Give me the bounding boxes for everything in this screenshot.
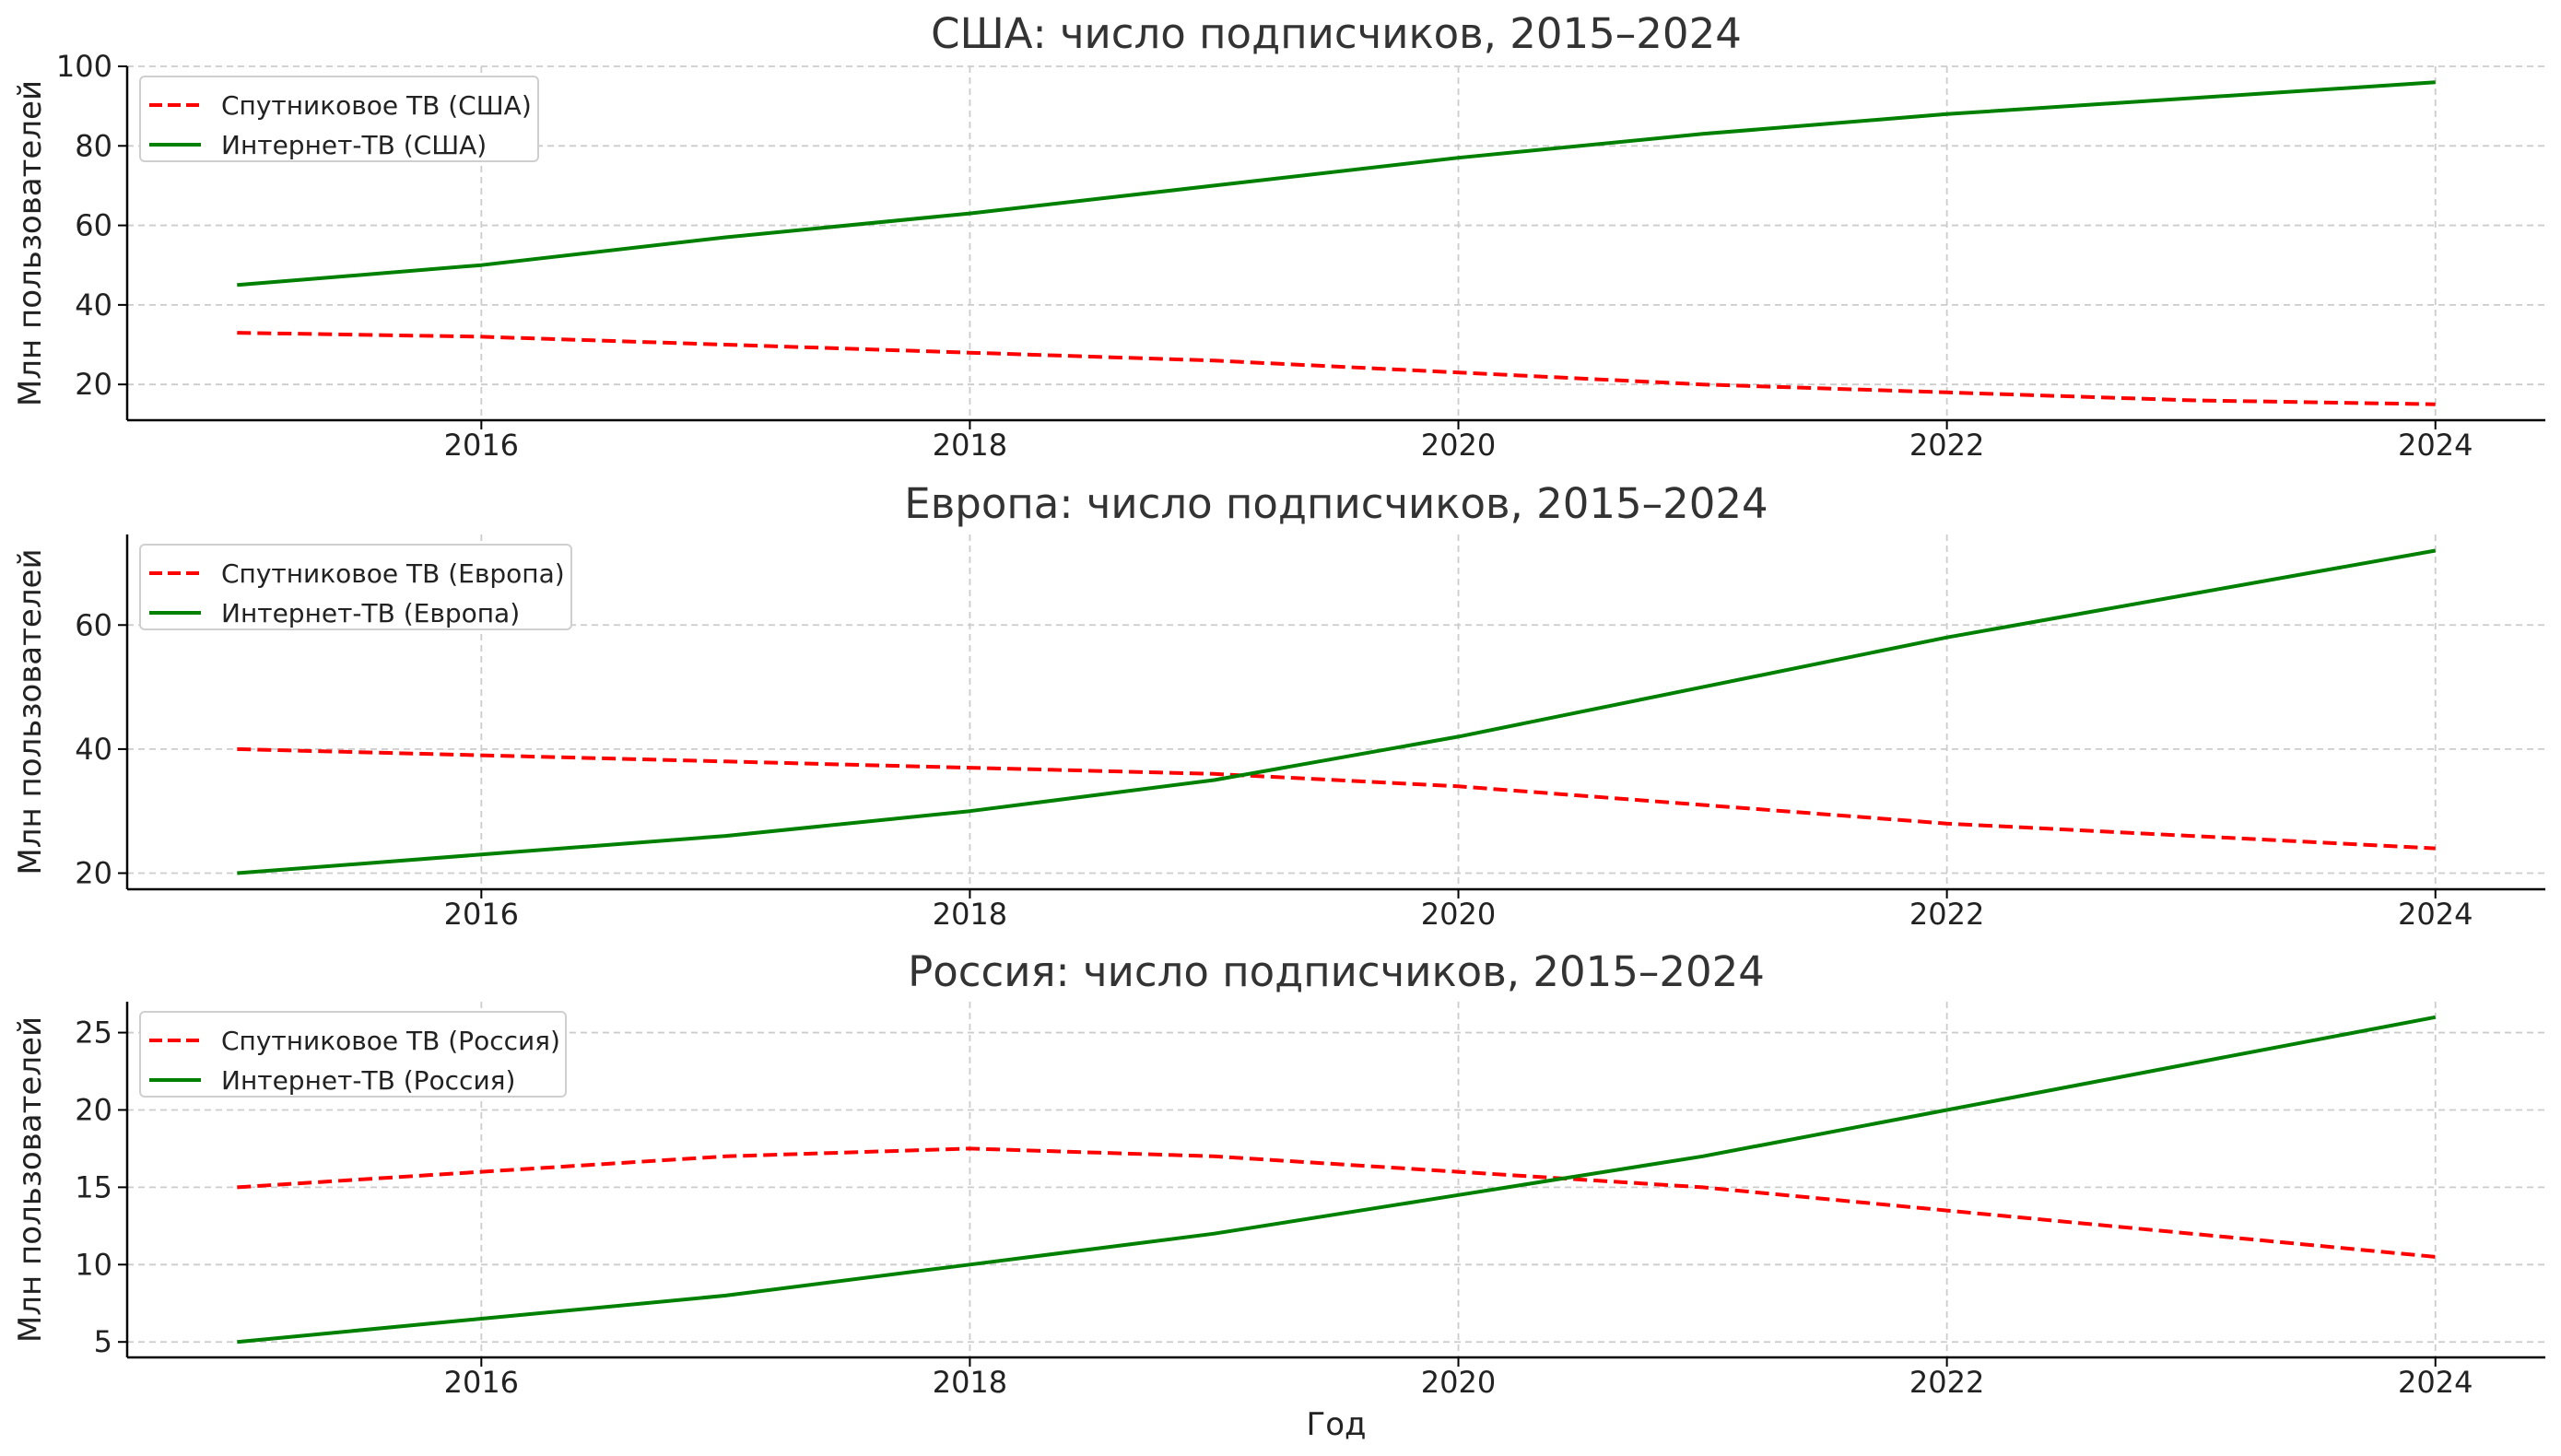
y-tick-label: 20 — [75, 367, 112, 402]
legend-label: Спутниковое ТВ (США) — [221, 90, 532, 121]
x-tick-label: 2022 — [1909, 897, 1984, 932]
panel-2: 2016 2018 2020 2022 2024 20 40 60 Европа: число … — [12, 479, 2545, 932]
x-tick-label: 2024 — [2398, 897, 2473, 932]
x-tick-label: 2024 — [2398, 428, 2473, 463]
x-tick-label: 2022 — [1909, 428, 1984, 463]
chart-title: Европа: число подписчиков, 2015–2024 — [904, 479, 1768, 528]
series-line-2 — [237, 1015, 2437, 1344]
x-tick-label: 2018 — [933, 428, 1007, 463]
x-axis-label: Год — [1306, 1406, 1366, 1443]
panel-3: 2016 2018 2020 2022 2024 5 10 15 20 25 Россия: чис… — [12, 947, 2545, 1443]
legend-box — [139, 544, 572, 630]
legend-label: Спутниковое ТВ (Россия) — [221, 1026, 560, 1056]
legend: Спутниковое ТВ (Россия) Интернет-ТВ (Росс… — [139, 1011, 567, 1098]
legend-label: Интернет-ТВ (Европа) — [221, 598, 520, 628]
x-tick-label: 2020 — [1421, 428, 1496, 463]
panel-1: 2016 2018 2020 2022 2024 20 40 60 80 100 США: числ… — [12, 9, 2545, 463]
chart-title: Россия: число подписчиков, 2015–2024 — [908, 947, 1765, 996]
x-tick-label: 2016 — [444, 1365, 519, 1400]
legend-box — [139, 76, 539, 162]
series-line-1 — [237, 1146, 2436, 1259]
x-tick-label: 2020 — [1421, 897, 1496, 932]
x-tick-label: 2020 — [1421, 1365, 1496, 1400]
series-line-2 — [237, 548, 2437, 875]
x-tick-label: 2024 — [2398, 1365, 2473, 1400]
y-axis-label: Млн пользователей — [12, 548, 49, 875]
y-tick-label: 40 — [75, 288, 112, 323]
chart-title: США: число подписчиков, 2015–2024 — [931, 9, 1742, 58]
legend-box — [139, 1011, 567, 1098]
y-tick-label: 80 — [75, 128, 112, 163]
y-tick-label: 60 — [75, 208, 112, 243]
x-tick-label: 2018 — [933, 1365, 1007, 1400]
y-tick-label: 20 — [75, 1092, 112, 1127]
y-axis-label: Млн пользователей — [12, 1016, 49, 1343]
x-tick-label: 2016 — [444, 897, 519, 932]
legend: Спутниковое ТВ (Европа) Интернет-ТВ (Евро… — [139, 544, 572, 630]
y-tick-label: 5 — [94, 1324, 112, 1359]
y-tick-label: 10 — [75, 1247, 112, 1282]
y-tick-label: 25 — [75, 1016, 112, 1051]
y-tick-label: 20 — [75, 856, 112, 891]
y-tick-label: 15 — [75, 1169, 112, 1204]
x-tick-label: 2022 — [1909, 1365, 1984, 1400]
x-tick-label: 2018 — [933, 897, 1007, 932]
legend-label: Интернет-ТВ (Россия) — [221, 1065, 515, 1096]
series-line-1 — [237, 746, 2436, 851]
legend: Спутниковое ТВ (США) Интернет-ТВ (США) — [139, 76, 539, 162]
y-axis-label: Млн пользователей — [12, 80, 49, 406]
y-tick-label: 60 — [75, 607, 112, 642]
x-tick-label: 2016 — [444, 428, 519, 463]
series-line-1 — [237, 331, 2436, 406]
series-line-2 — [237, 80, 2436, 288]
y-tick-label: 100 — [56, 49, 112, 84]
legend-label: Спутниковое ТВ (Европа) — [221, 558, 565, 589]
legend-label: Интернет-ТВ (США) — [221, 130, 487, 160]
y-tick-label: 40 — [75, 732, 112, 767]
